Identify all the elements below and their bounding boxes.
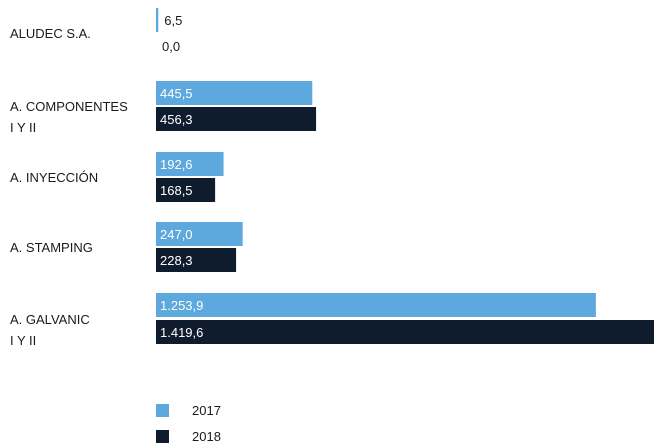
category-label: A. INYECCIÓN xyxy=(10,170,99,185)
legend-label-2018: 2018 xyxy=(192,428,221,444)
data-label-2017-3: 247,0 xyxy=(160,227,193,242)
legend-item-2018: 2018 xyxy=(156,428,221,444)
data-label-2017-2: 192,6 xyxy=(160,157,193,172)
category-label: ALUDEC S.A. xyxy=(10,26,91,41)
data-label-2018-2: 168,5 xyxy=(160,183,193,198)
category-label: A. STAMPING xyxy=(10,240,93,255)
data-label-2018-4: 1.419,6 xyxy=(160,325,203,340)
category-label: A. GALVANIC I Y II xyxy=(10,312,90,348)
bar-2017-4 xyxy=(156,293,596,317)
bar-2017-3 xyxy=(156,222,243,246)
data-label-2017-0: 6,5 xyxy=(164,13,182,28)
category-label: A. COMPONENTES I Y II xyxy=(10,99,128,135)
bar-2017-1 xyxy=(156,81,313,105)
legend-swatch-2018 xyxy=(156,429,169,443)
bar-2018-3 xyxy=(156,248,237,272)
legend-item-2017: 2017 xyxy=(156,402,221,418)
legend-swatch-2017 xyxy=(156,403,169,417)
bar-2018-2 xyxy=(156,178,216,202)
data-label-2017-4: 1.253,9 xyxy=(160,298,203,313)
data-label-2017-1: 445,5 xyxy=(160,86,193,101)
bar-2017-2 xyxy=(156,152,224,176)
data-label-2018-1: 456,3 xyxy=(160,112,193,127)
bar-2018-1 xyxy=(156,107,317,131)
bar-2018-4 xyxy=(156,320,654,344)
bar-2017-0 xyxy=(156,8,159,32)
legend-label-2017: 2017 xyxy=(192,402,221,418)
data-label-2018-0: 0,0 xyxy=(162,39,180,54)
data-label-2018-3: 228,3 xyxy=(160,253,193,268)
